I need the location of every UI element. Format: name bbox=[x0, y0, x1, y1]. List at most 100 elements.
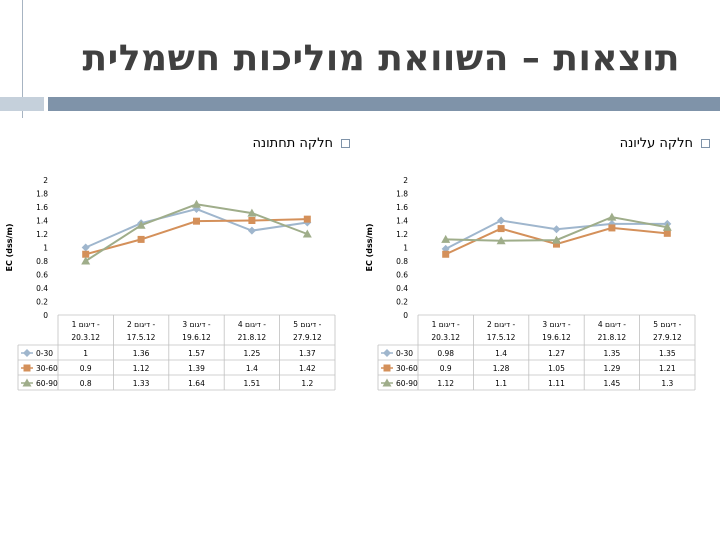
y-axis-label: EC (dss/m) bbox=[365, 224, 374, 272]
category-date-label: 27.9.12 bbox=[653, 333, 682, 342]
legend-series-name: 0-30 bbox=[36, 349, 53, 358]
table-value: 0.9 bbox=[80, 364, 92, 373]
table-value: 1.12 bbox=[437, 379, 454, 388]
legend-series-name: 30-60 bbox=[36, 364, 58, 373]
y-tick-label: 1.4 bbox=[36, 217, 48, 226]
legend-series-name: 60-90 bbox=[36, 379, 58, 388]
bullet-right-text: חלקה עליונה bbox=[619, 136, 693, 151]
category-label: דיגום 1 - bbox=[72, 320, 100, 329]
table-value: 1.35 bbox=[604, 349, 621, 358]
table-value: 1.25 bbox=[244, 349, 261, 358]
table-value: 0.8 bbox=[80, 379, 92, 388]
data-point bbox=[663, 229, 671, 237]
y-tick-label: 0.8 bbox=[396, 257, 408, 266]
category-date-label: 21.8.12 bbox=[598, 333, 627, 342]
bullet-square-icon bbox=[701, 139, 710, 148]
category-date-label: 21.8.12 bbox=[238, 333, 267, 342]
table-value: 1.4 bbox=[246, 364, 258, 373]
table-value: 1.39 bbox=[188, 364, 205, 373]
category-label: דיגום 3 - bbox=[182, 320, 210, 329]
table-value: 1.51 bbox=[244, 379, 261, 388]
y-tick-label: 1 bbox=[403, 244, 408, 253]
data-point bbox=[497, 216, 506, 225]
table-value: 1.1 bbox=[495, 379, 507, 388]
category-date-label: 27.9.12 bbox=[293, 333, 322, 342]
category-label: דיגום 2 - bbox=[127, 320, 155, 329]
data-point bbox=[192, 199, 201, 208]
series-line bbox=[85, 207, 308, 249]
legend-marker-key bbox=[23, 349, 31, 357]
category-label: דיגום 5 - bbox=[653, 320, 681, 329]
chart-upper-plot: 0 0.2 0.4 0.6 0.8 1 1.2 1.4 1.6 1.8 2 EC (dss/m) דיג… bbox=[365, 176, 696, 391]
y-axis-label: EC (dss/m) bbox=[5, 224, 14, 272]
table-value: 1.42 bbox=[299, 364, 316, 373]
category-date-label: 17.5.12 bbox=[127, 333, 156, 342]
chart-lower-plot: 0 0.2 0.4 0.6 0.8 1 1.2 1.4 1.6 1.8 2 EC (dss/m) דיג… bbox=[5, 176, 336, 391]
legend-series-name: 30-60 bbox=[396, 364, 418, 373]
decor-bar-dark bbox=[48, 97, 720, 111]
data-point bbox=[248, 217, 256, 224]
y-tick-label: 0 bbox=[43, 311, 48, 320]
category-label: דיגום 4 - bbox=[598, 320, 626, 329]
y-tick-label: 2 bbox=[43, 176, 48, 185]
y-tick-label: 0.2 bbox=[396, 298, 408, 307]
y-tick-label: 0.8 bbox=[36, 257, 48, 266]
table-value: 1.12 bbox=[133, 364, 150, 373]
table-value: 1.4 bbox=[495, 349, 507, 358]
slide-title: תוצאות – השוואת מוליכות חשמלית bbox=[82, 38, 680, 79]
y-tick-label: 1.6 bbox=[36, 203, 48, 212]
table-value: 1.33 bbox=[133, 379, 150, 388]
category-date-label: 19.6.12 bbox=[542, 333, 571, 342]
y-tick-label: 0.6 bbox=[36, 271, 48, 280]
data-point bbox=[82, 250, 90, 258]
category-label: דיגום 1 - bbox=[432, 320, 460, 329]
y-tick-label: 0.4 bbox=[396, 284, 408, 293]
category-date-label: 20.3.12 bbox=[431, 333, 460, 342]
legend-series-name: 60-90 bbox=[396, 379, 418, 388]
table-value: 0.98 bbox=[437, 349, 454, 358]
data-point bbox=[192, 205, 201, 214]
table-value: 1.35 bbox=[659, 349, 676, 358]
data-point bbox=[302, 229, 312, 238]
category-label: דיגום 4 - bbox=[238, 320, 266, 329]
table-value: 1.05 bbox=[548, 364, 565, 373]
data-point bbox=[81, 243, 90, 252]
data-point bbox=[553, 240, 560, 248]
data-point bbox=[608, 224, 616, 232]
bullet-left: חלקה תחתונה bbox=[210, 136, 350, 151]
series-60-90 bbox=[81, 199, 312, 265]
legend-marker-key bbox=[22, 378, 32, 387]
table-value: 1.36 bbox=[133, 349, 150, 358]
data-point bbox=[441, 234, 451, 243]
y-tick-label: 1.8 bbox=[396, 190, 408, 199]
category-label: דיגום 3 - bbox=[542, 320, 570, 329]
category-date-label: 17.5.12 bbox=[487, 333, 516, 342]
category-date-label: 19.6.12 bbox=[182, 333, 211, 342]
legend-marker-key bbox=[383, 364, 391, 372]
table-value: 0.9 bbox=[440, 364, 452, 373]
y-tick-label: 1 bbox=[43, 244, 48, 253]
data-point bbox=[552, 235, 561, 244]
table-value: 1.64 bbox=[188, 379, 205, 388]
table-value: 1.11 bbox=[548, 379, 565, 388]
bullet-right: חלקה עליונה bbox=[560, 136, 710, 151]
y-tick-label: 1.2 bbox=[396, 230, 408, 239]
data-point bbox=[662, 222, 672, 231]
y-tick-label: 1.8 bbox=[36, 190, 48, 199]
data-point bbox=[607, 212, 617, 221]
bullet-left-text: חלקה תחתונה bbox=[252, 136, 333, 151]
y-tick-label: 0 bbox=[403, 311, 408, 320]
decor-vertical-line bbox=[22, 0, 23, 118]
y-tick-label: 0.2 bbox=[36, 298, 48, 307]
table-value: 1.27 bbox=[548, 349, 565, 358]
table-value: 1.29 bbox=[604, 364, 621, 373]
series-60-90 bbox=[441, 212, 672, 245]
data-point bbox=[81, 256, 91, 265]
y-tick-label: 1.2 bbox=[36, 230, 48, 239]
table-value: 1.57 bbox=[188, 349, 205, 358]
data-point bbox=[303, 215, 311, 223]
data-point bbox=[496, 236, 506, 245]
data-point bbox=[136, 220, 146, 229]
legend-series-name: 0-30 bbox=[396, 349, 413, 358]
table-value: 1.3 bbox=[661, 379, 673, 388]
